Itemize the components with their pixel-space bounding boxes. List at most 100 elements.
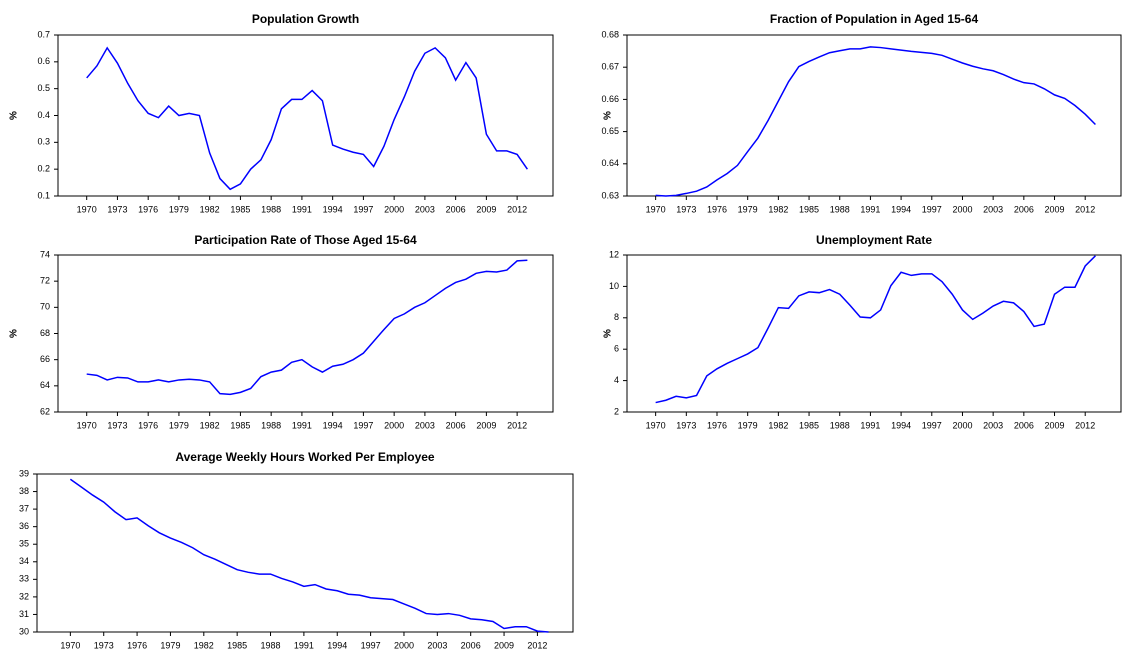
data-line [86,46,528,191]
y-tick-label: 36 [19,521,29,531]
x-tick-label: 2000 [952,204,972,214]
x-tick-label: 1997 [922,420,942,430]
y-tick-label: 35 [19,539,29,549]
x-tick-label: 1976 [707,420,727,430]
x-tick-label: 1985 [799,420,819,430]
x-tick-label: 1988 [830,420,850,430]
x-tick-label: 1973 [107,420,127,430]
y-tick-label: 72 [40,276,50,286]
x-tick-label: 1997 [361,640,381,650]
x-tick-label: 1982 [200,420,220,430]
x-tick-label: 1991 [292,420,312,430]
y-tick-label: 62 [40,406,50,416]
plot-frame [36,473,574,633]
chart-title: Average Weekly Hours Worked Per Employee [175,450,435,464]
y-tick-label: 6 [614,344,619,354]
y-tick-label: 0.63 [601,190,619,200]
plot-frame [626,254,1122,413]
y-tick-label: 38 [19,486,29,496]
data-line [655,255,1096,404]
data-line [86,259,528,396]
y-tick-label: 0.4 [37,110,50,120]
y-tick-label: 33 [19,574,29,584]
x-tick-label: 1997 [353,420,373,430]
x-tick-label: 1988 [261,204,281,214]
x-tick-label: 1979 [738,204,758,214]
x-tick-label: 2000 [394,640,414,650]
x-tick-label: 2000 [384,420,404,430]
y-tick-label: 0.66 [601,94,619,104]
chart-title: Unemployment Rate [816,233,932,247]
x-tick-label: 2003 [415,420,435,430]
y-tick-label: 74 [40,249,50,259]
x-tick-label: 2006 [446,204,466,214]
y-tick-label: 0.6 [37,56,50,66]
x-tick-label: 2009 [494,640,514,650]
y-axis-label: % [603,111,614,120]
x-tick-label: 2009 [476,204,496,214]
y-axis-label: % [9,329,20,338]
x-tick-label: 1994 [891,204,911,214]
y-tick-label: 0.68 [601,29,619,39]
y-tick-label: 10 [609,281,619,291]
x-tick-label: 1970 [77,420,97,430]
x-tick-label: 1982 [768,420,788,430]
y-tick-label: 0.65 [601,126,619,136]
y-tick-label: 30 [19,626,29,636]
x-tick-label: 1988 [261,420,281,430]
x-tick-label: 2012 [507,204,527,214]
x-tick-label: 1997 [353,204,373,214]
x-tick-label: 2003 [427,640,447,650]
y-tick-label: 0.3 [37,137,50,147]
x-tick-label: 1970 [646,204,666,214]
x-tick-label: 1970 [60,640,80,650]
x-tick-label: 1976 [707,204,727,214]
y-axis-label: % [603,329,614,338]
plot-frame [57,254,554,413]
plot-frame [626,34,1122,197]
chart-title: Population Growth [252,12,359,26]
y-tick-label: 0.7 [37,29,50,39]
x-tick-label: 1985 [230,420,250,430]
chart-title: Participation Rate of Those Aged 15-64 [194,233,417,247]
x-tick-label: 1988 [261,640,281,650]
x-tick-label: 1994 [323,420,343,430]
x-tick-label: 2003 [983,420,1003,430]
y-tick-label: 8 [614,312,619,322]
y-tick-label: 64 [40,380,50,390]
chart-title: Fraction of Population in Aged 15-64 [770,12,979,26]
x-tick-label: 1979 [169,420,189,430]
x-tick-label: 2012 [1075,204,1095,214]
x-tick-label: 2006 [446,420,466,430]
data-line [69,478,549,633]
x-tick-label: 1979 [160,640,180,650]
x-tick-label: 2009 [1045,420,1065,430]
y-tick-label: 34 [19,556,29,566]
x-tick-label: 1991 [860,204,880,214]
y-tick-label: 4 [614,375,619,385]
y-tick-label: 0.2 [37,164,50,174]
y-tick-label: 0.1 [37,190,50,200]
y-tick-label: 66 [40,354,50,364]
x-tick-label: 2003 [415,204,435,214]
data-line [655,46,1096,197]
x-tick-label: 1979 [169,204,189,214]
x-tick-label: 1973 [107,204,127,214]
x-tick-label: 1970 [77,204,97,214]
x-tick-label: 1982 [768,204,788,214]
x-tick-label: 2006 [1014,204,1034,214]
x-tick-label: 1973 [94,640,114,650]
x-tick-label: 1991 [292,204,312,214]
x-tick-label: 1982 [200,204,220,214]
x-tick-label: 1997 [922,204,942,214]
x-tick-label: 1985 [227,640,247,650]
x-tick-label: 2003 [983,204,1003,214]
x-tick-label: 1994 [327,640,347,650]
x-tick-label: 1976 [138,204,158,214]
x-tick-label: 2009 [1045,204,1065,214]
x-tick-label: 1994 [891,420,911,430]
x-tick-label: 2000 [952,420,972,430]
x-tick-label: 2012 [527,640,547,650]
x-tick-label: 1988 [830,204,850,214]
